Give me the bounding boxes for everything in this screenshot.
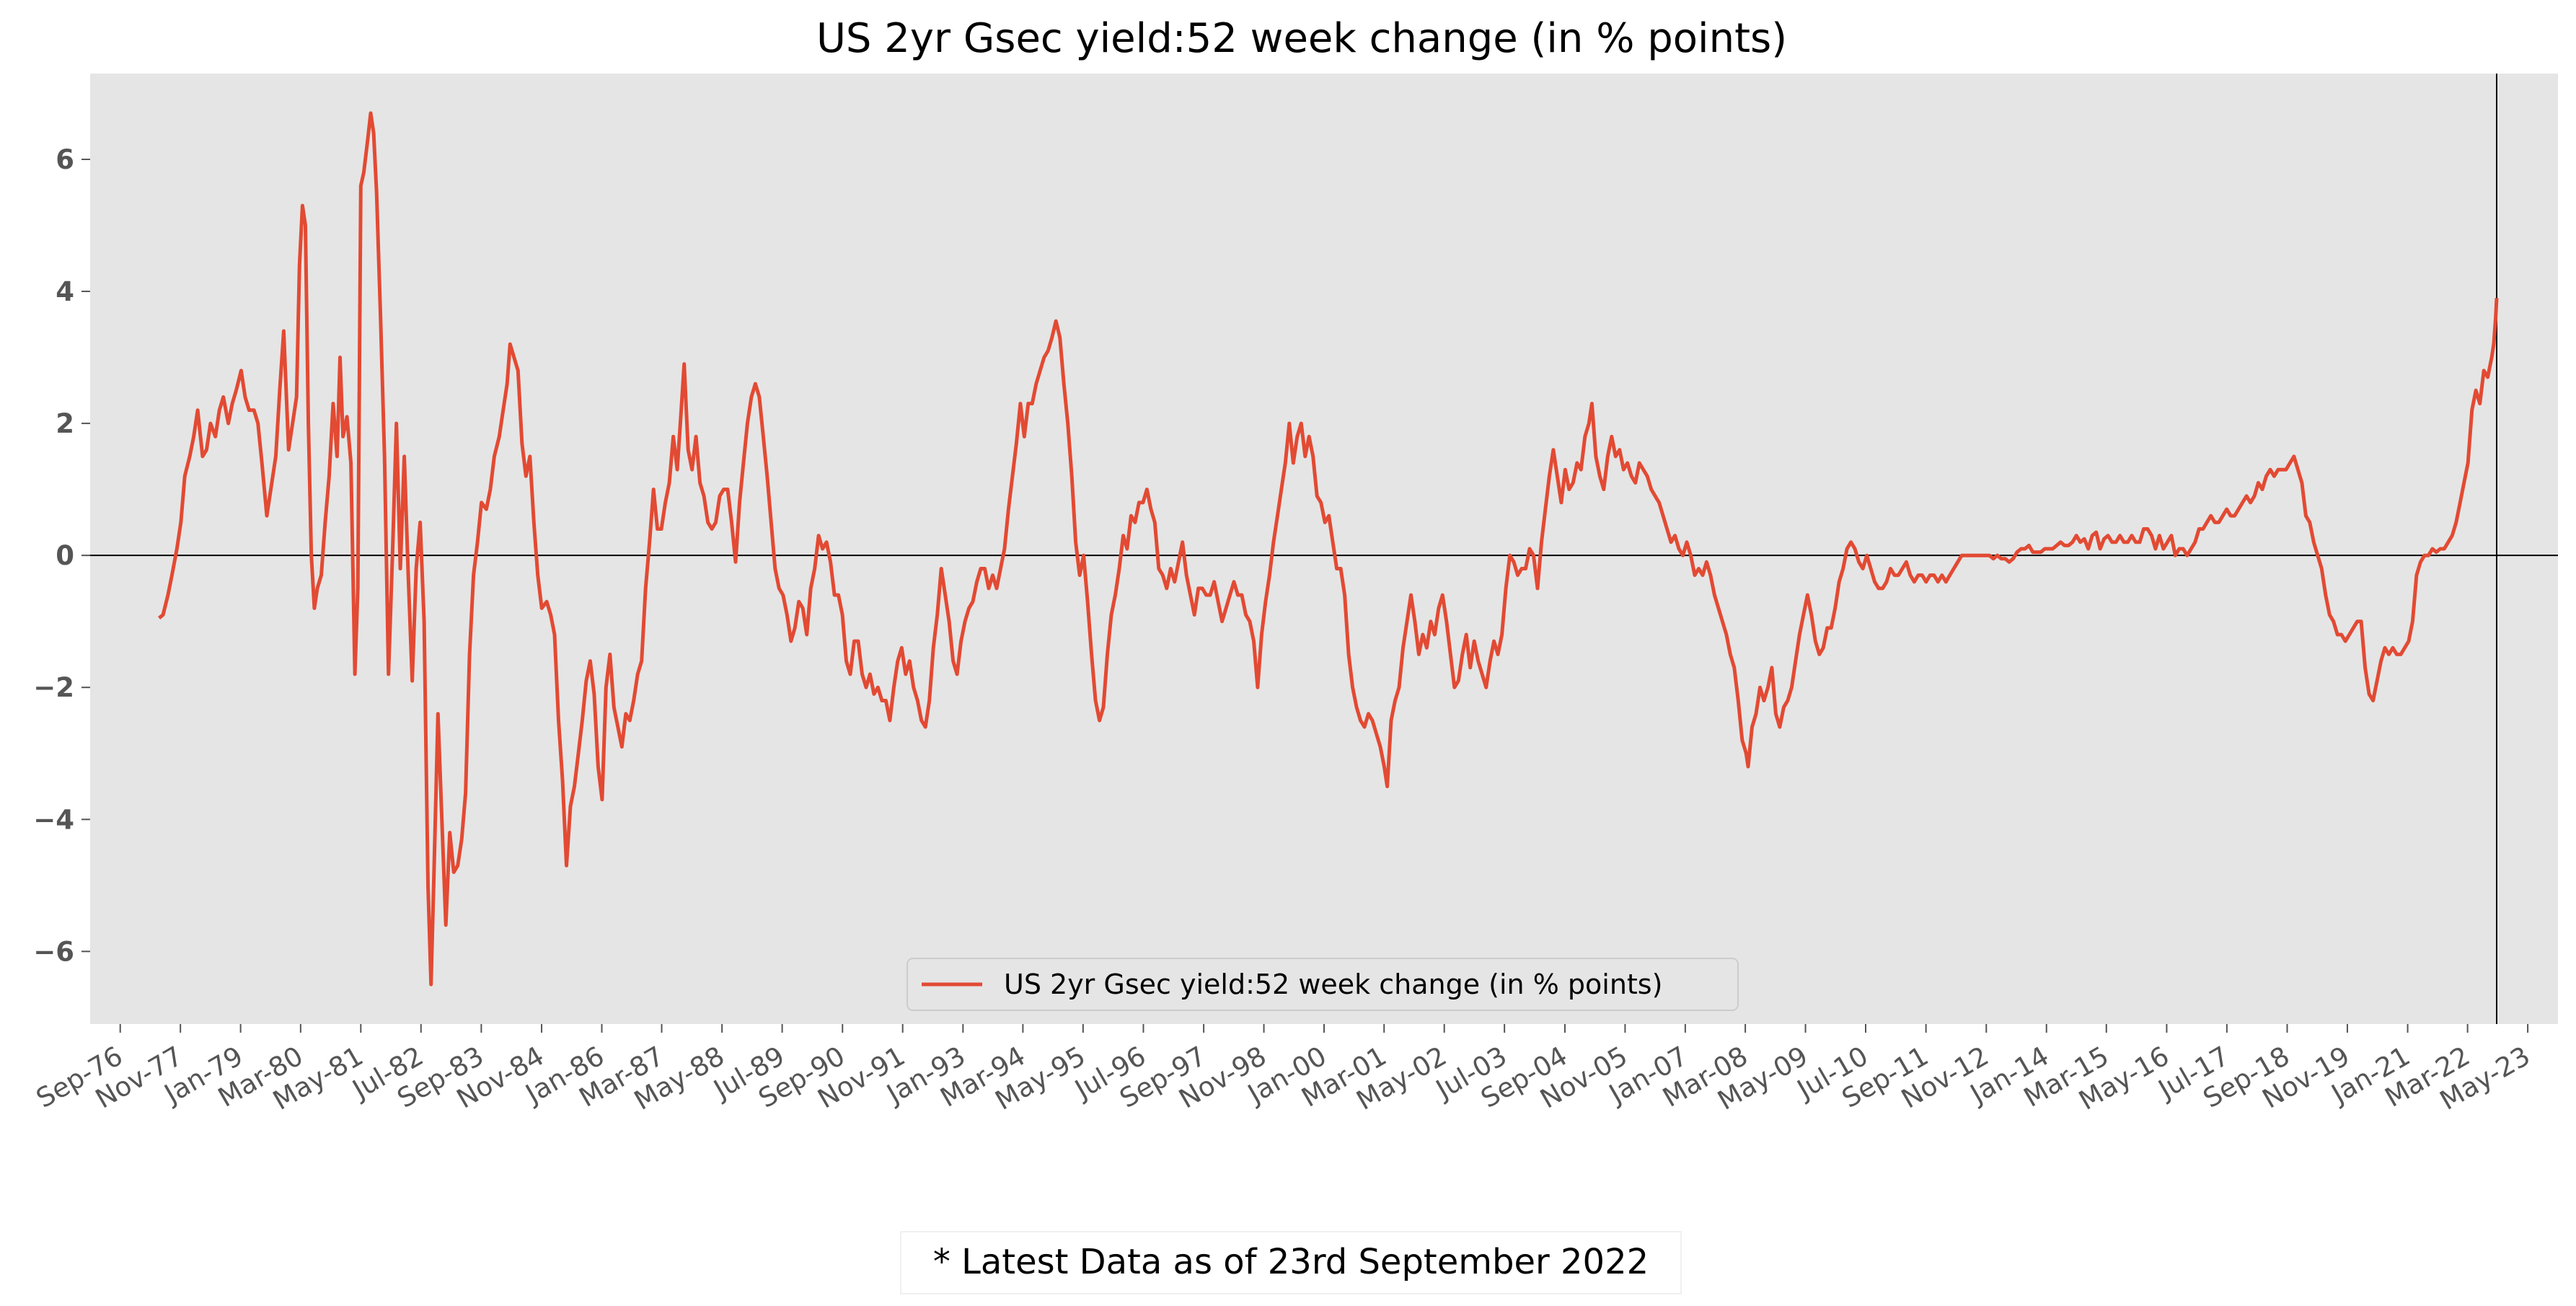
data-note-box <box>900 1231 1682 1294</box>
data-note-text: * Latest Data as of 23rd September 2022 <box>933 1242 1649 1282</box>
legend: US 2yr Gsec yield:52 week change (in % p… <box>907 958 1739 1011</box>
legend-label: US 2yr Gsec yield:52 week change (in % p… <box>1004 969 1662 1000</box>
reference-lines <box>90 74 2558 1024</box>
x-axis: Sep-76Nov-77Jan-79Mar-80May-81Jul-82Sep-… <box>31 1024 2536 1116</box>
y-tick-label: −4 <box>33 804 74 835</box>
y-tick-label: 2 <box>56 408 74 439</box>
plot-background <box>90 74 2558 1024</box>
series-layer <box>157 111 2499 987</box>
y-tick-label: −6 <box>33 936 74 967</box>
chart-title: US 2yr Gsec yield:52 week change (in % p… <box>816 15 1787 62</box>
data-note: * Latest Data as of 23rd September 2022 <box>900 1231 1682 1294</box>
y-tick-label: 6 <box>56 144 74 175</box>
legend-box <box>907 958 1739 1011</box>
y-tick-label: 4 <box>56 276 74 307</box>
y-axis: −6 −4 −2 0 2 4 6 <box>33 144 90 967</box>
y-tick-label: −2 <box>33 672 74 703</box>
series-line-0 <box>157 111 2499 987</box>
y-tick-label: 0 <box>56 540 74 571</box>
